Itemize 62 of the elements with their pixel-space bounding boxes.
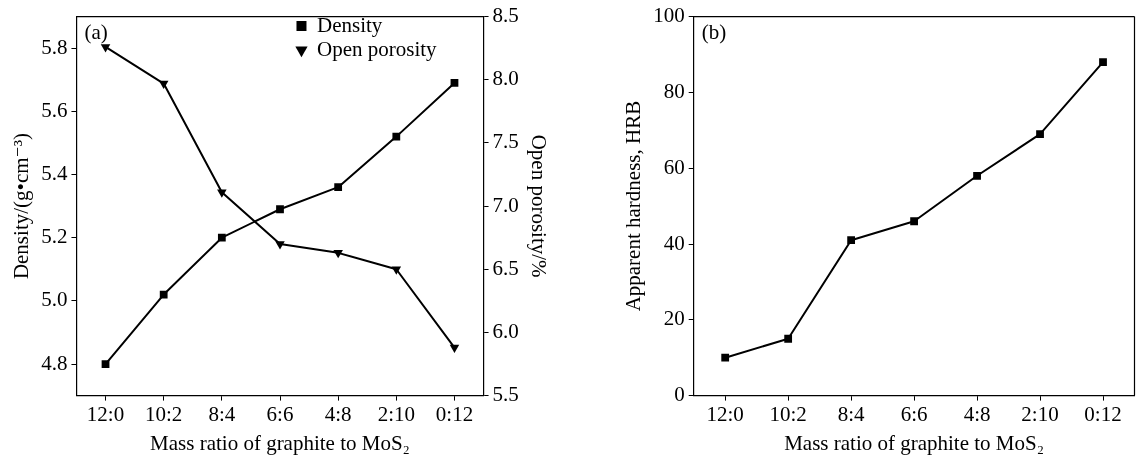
point [217,233,226,242]
point [275,241,285,250]
point [721,353,730,362]
y2-axis-title: Open porosity/% [526,134,551,278]
y-tick-label: 100 [653,3,685,28]
point [450,79,459,87]
x-tick-label: 6:6 [266,401,294,426]
point [334,183,343,192]
x-tick-label: 12:0 [706,401,744,426]
point [392,132,401,141]
y-tick-label: 80 [663,78,685,103]
point [159,290,168,299]
y-tick-label: 40 [663,230,685,255]
y2-tick-label: 8.0 [492,66,519,91]
legend-label: Density [316,12,383,37]
point [1036,130,1044,138]
y-tick-label: 4.8 [41,350,68,375]
x-tick-label: 0:12 [1084,401,1122,426]
y-tick-label: 5.4 [41,161,68,186]
y-axis-title: Apparent hardness, HRB [621,100,646,312]
y-tick-label: 20 [663,306,685,331]
x-tick-label: 4:8 [963,401,991,426]
y-tick-label: 5.8 [41,34,68,59]
x-tick-label: 6:6 [900,401,928,426]
point [158,80,169,90]
point [910,217,918,226]
point [784,334,793,343]
x-tick-label: 8:4 [837,401,866,426]
point [276,205,284,214]
point [1099,58,1107,66]
x-tick-label: 10:2 [145,401,183,426]
point [449,344,460,354]
point [217,189,227,198]
x-tick-label: 8:4 [208,401,236,426]
y2-tick-label: 7.5 [492,129,519,154]
point [100,44,111,53]
point [333,250,343,259]
x-tick-label: 12:0 [86,401,125,426]
y2-tick-label: 7.0 [492,192,519,217]
y2-tick-label: 5.5 [492,382,519,407]
point [101,360,110,368]
x-tick-label: 4:8 [324,401,352,426]
x-tick-label: 2:10 [1021,401,1059,426]
point [847,236,856,245]
y-tick-label: 0 [674,382,685,407]
x-axis-title: Mass ratio of graphite to MoS₂ [784,430,1045,455]
y-tick-label: 5.6 [41,97,68,122]
y-tick-label: 5.2 [41,224,68,249]
point [973,171,981,180]
x-tick-label: 2:10 [377,401,415,426]
legend-label: Open porosity [316,36,438,61]
y2-tick-label: 8.5 [492,3,519,28]
x-tick-label: 0:12 [435,401,474,426]
annotation: (a) [84,19,108,44]
y2-tick-label: 6.5 [492,255,519,280]
y-tick-label: 5.0 [41,287,68,312]
y-axis-title: Density/(g•cm⁻³) [9,133,34,280]
x-axis-title: Mass ratio of graphite to MoS₂ [150,430,410,455]
y2-tick-label: 6.0 [492,318,519,343]
x-tick-label: 10:2 [769,401,807,426]
y-tick-label: 60 [663,154,685,179]
annotation: (b) [701,19,727,44]
